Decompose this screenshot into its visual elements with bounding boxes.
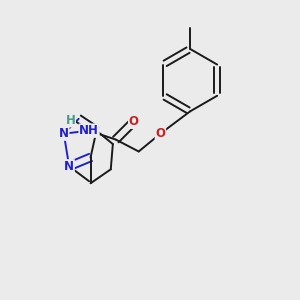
- Text: O: O: [155, 127, 165, 140]
- Text: NH: NH: [79, 124, 99, 137]
- Text: N: N: [64, 160, 74, 173]
- Text: H: H: [65, 114, 75, 127]
- Text: N: N: [59, 127, 69, 140]
- Text: O: O: [129, 115, 139, 128]
